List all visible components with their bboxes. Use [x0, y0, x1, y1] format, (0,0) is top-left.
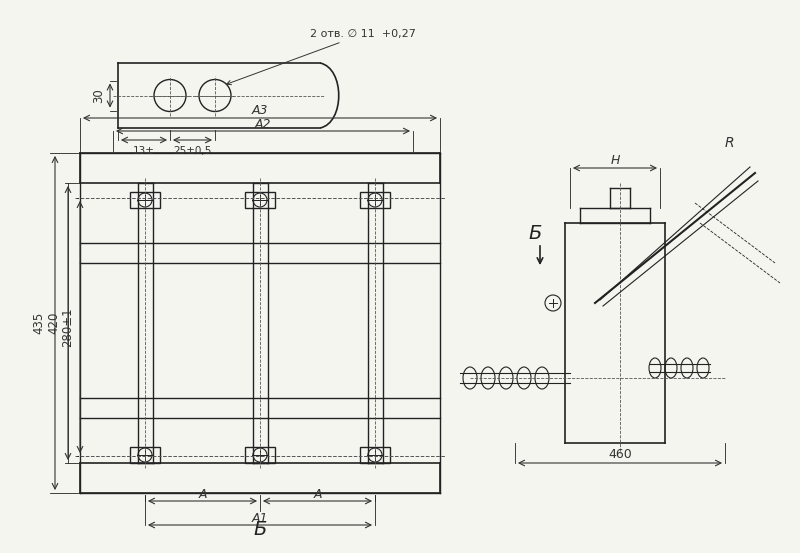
Text: А: А: [314, 488, 322, 502]
Bar: [360, 447, 390, 463]
Bar: [245, 447, 275, 463]
Bar: [130, 192, 160, 208]
Text: 420: 420: [47, 312, 60, 334]
Text: Б: Б: [254, 520, 266, 539]
Text: 460: 460: [608, 448, 632, 462]
Text: А3: А3: [252, 103, 268, 117]
Text: Б: Б: [528, 224, 542, 243]
Text: 13±: 13±: [133, 146, 155, 156]
Text: 280±1: 280±1: [61, 307, 74, 347]
Text: А2: А2: [254, 117, 271, 131]
Text: 25±0,5: 25±0,5: [174, 146, 212, 156]
Text: 2 отв. ∅ 11  +0,27: 2 отв. ∅ 11 +0,27: [226, 29, 416, 85]
Text: 30: 30: [92, 88, 105, 103]
Bar: [360, 192, 390, 208]
Text: R: R: [725, 136, 734, 150]
Bar: [245, 192, 275, 208]
Bar: [130, 447, 160, 463]
Text: Н: Н: [610, 154, 620, 168]
Text: А: А: [198, 488, 206, 502]
Text: 435: 435: [32, 312, 45, 334]
Text: А1: А1: [252, 512, 268, 524]
